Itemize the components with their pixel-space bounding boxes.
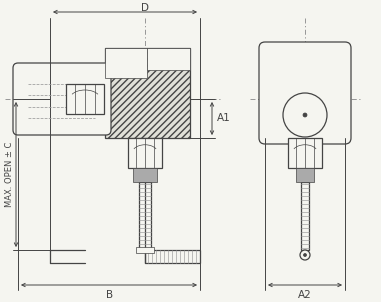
Circle shape [304,253,306,256]
Circle shape [300,250,310,260]
Bar [147,48,190,70]
Text: B: B [106,290,114,300]
Bar [301,182,309,250]
Bar [66,84,104,114]
Circle shape [283,93,327,137]
Bar [139,182,151,250]
Text: A2: A2 [298,290,312,300]
Text: D: D [141,3,149,13]
Bar [105,48,147,78]
Bar [288,138,322,168]
FancyBboxPatch shape [259,42,351,144]
Bar [133,168,157,182]
Bar [136,247,154,253]
Bar [128,138,162,168]
Bar [105,48,190,138]
Text: A1: A1 [217,113,231,123]
Text: MAX. OPEN ± C: MAX. OPEN ± C [5,141,14,207]
Circle shape [303,113,307,117]
Bar [296,168,314,182]
FancyBboxPatch shape [13,63,111,135]
Bar [145,250,200,263]
